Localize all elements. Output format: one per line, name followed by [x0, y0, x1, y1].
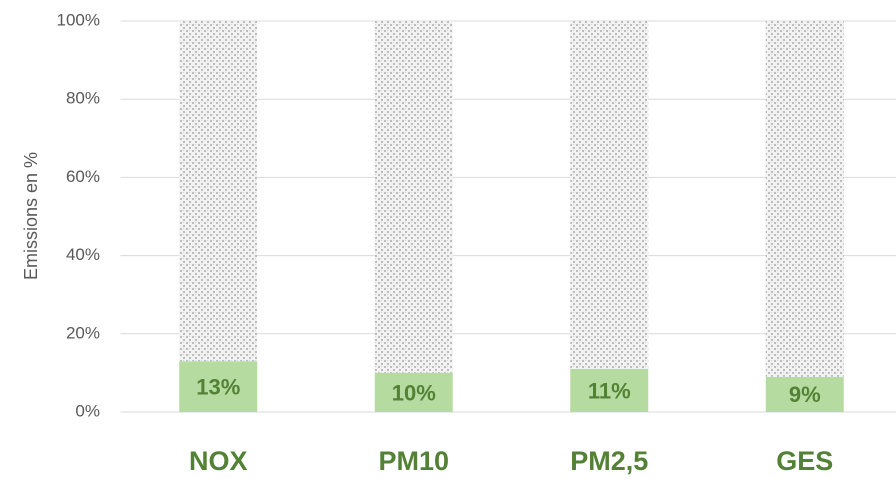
bar-segment: [179, 21, 258, 362]
y-axis-title: Emissions en %: [21, 152, 41, 280]
bar-segment: [374, 372, 453, 412]
bar-segment: [765, 21, 844, 377]
bar-segment: [374, 21, 453, 373]
y-tick-label: 0%: [75, 401, 100, 420]
y-tick-label: 100%: [57, 10, 100, 29]
bar-segment: [179, 361, 258, 412]
y-tick-label: 20%: [66, 323, 100, 342]
y-tick-label: 60%: [66, 167, 100, 186]
bar-segment: [570, 21, 649, 369]
data-label: 10%: [392, 380, 436, 405]
data-label: 13%: [196, 374, 240, 399]
x-tick-label: PM2,5: [570, 446, 648, 476]
data-label: 9%: [789, 382, 821, 407]
y-tick-label: 80%: [66, 89, 100, 108]
data-label: 11%: [588, 378, 631, 403]
x-tick-label: PM10: [378, 446, 449, 476]
y-tick-label: 40%: [66, 245, 100, 264]
bar-segment: [570, 368, 649, 412]
x-tick-label: GES: [776, 446, 833, 476]
x-tick-label: NOX: [189, 446, 248, 476]
bar-segment: [765, 376, 844, 412]
